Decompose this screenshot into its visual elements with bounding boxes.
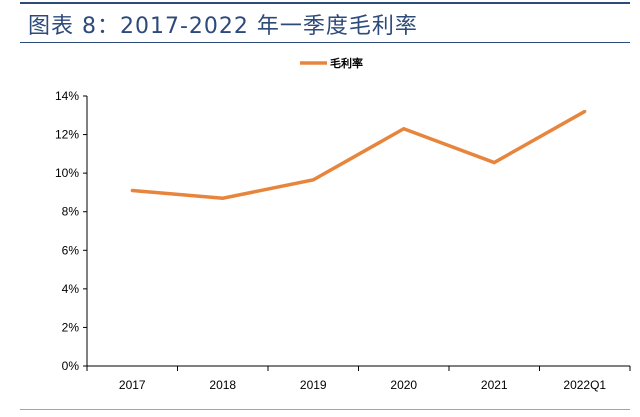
x-tick-label: 2019: [300, 378, 327, 392]
data-point: [130, 188, 134, 193]
y-tick-label: 4%: [62, 282, 80, 296]
legend-label: 毛利率: [330, 56, 363, 70]
data-point: [492, 160, 496, 165]
top-rule: [20, 2, 630, 4]
data-point: [583, 109, 587, 114]
x-tick-label: 2021: [481, 378, 508, 392]
data-point: [221, 196, 225, 200]
series-line: [132, 109, 586, 200]
title-rule: [20, 42, 630, 43]
x-tick-label: 2022Q1: [563, 378, 606, 392]
y-tick-label: 0%: [62, 359, 80, 373]
x-tick-label: 2017: [119, 378, 146, 392]
x-tick-label: 2020: [390, 378, 417, 392]
x-tick-label: 2018: [209, 378, 236, 392]
y-tick-label: 6%: [62, 243, 80, 257]
y-tick-label: 12%: [55, 128, 79, 142]
data-point: [402, 127, 406, 131]
bottom-rule: [20, 409, 630, 410]
y-tick-label: 2%: [62, 320, 80, 334]
y-tick-label: 14%: [55, 89, 79, 103]
y-tick-label: 10%: [55, 166, 79, 180]
data-point: [311, 178, 315, 182]
y-tick-label: 8%: [62, 205, 80, 219]
figure-title: 图表 8：2017-2022 年一季度毛利率: [28, 14, 418, 39]
